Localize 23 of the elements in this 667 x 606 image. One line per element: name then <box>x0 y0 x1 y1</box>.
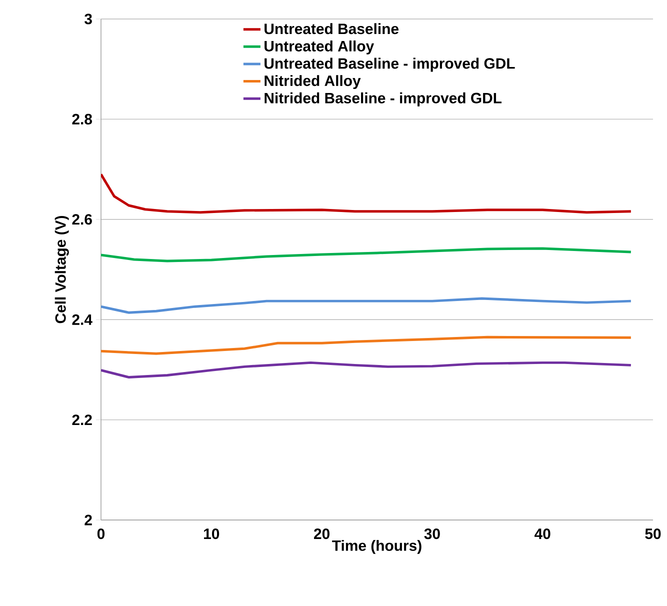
line-series <box>101 297 632 314</box>
legend-label: Nitrided Alloy <box>264 75 361 90</box>
legend-label: Nitrided Baseline - improved GDL <box>264 92 502 106</box>
legend-label: Untreated Alloy <box>264 40 374 54</box>
line-series <box>101 247 632 262</box>
y-tick-label: 2.4 <box>72 314 92 325</box>
x-tick-label: 20 <box>314 528 330 540</box>
y-tick-label: 2 <box>84 514 92 526</box>
x-tick-label: 30 <box>424 528 440 540</box>
x-tick-label: 10 <box>204 528 220 540</box>
x-axis-title: Time (hours) <box>332 540 422 554</box>
line-series <box>101 173 632 214</box>
y-axis-title: Cell Voltage (V) <box>54 216 69 324</box>
y-tick-label: 2.8 <box>72 114 92 124</box>
legend-label: Untreated Baseline - improved GDL <box>264 58 515 72</box>
line-series <box>101 361 632 378</box>
legend-label: Untreated Baseline <box>264 23 399 34</box>
x-tick-label: 40 <box>534 528 550 540</box>
x-tick-label: 50 <box>645 528 661 540</box>
y-tick-label: 2.2 <box>72 414 92 426</box>
y-tick-label: 3 <box>84 14 92 24</box>
x-tick-label: 0 <box>97 528 105 540</box>
y-tick-label: 2.6 <box>72 214 92 225</box>
